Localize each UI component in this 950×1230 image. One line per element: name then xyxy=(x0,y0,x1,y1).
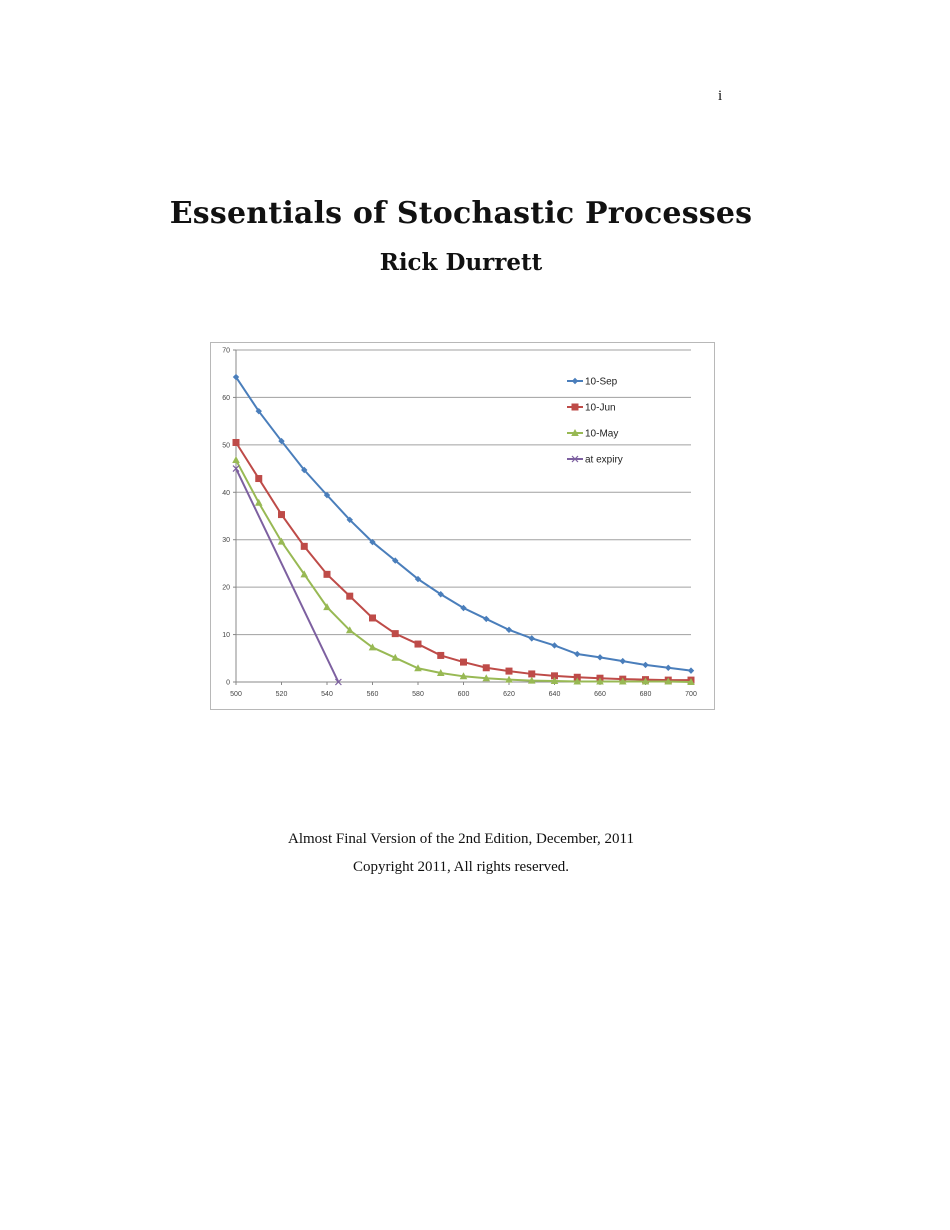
legend-item: 10-Sep xyxy=(567,377,618,388)
page-number: i xyxy=(718,88,723,104)
chart-legend: 10-Sep 10-Jun 10-May at expiry xyxy=(567,377,623,466)
legend-item: at expiry xyxy=(567,455,623,466)
y-tick-label: 50 xyxy=(222,442,230,449)
legend-label: at expiry xyxy=(585,455,623,466)
legend-label: 10-May xyxy=(585,429,618,440)
edition-note: Almost Final Version of the 2nd Edition,… xyxy=(287,831,635,847)
series-at-expiry xyxy=(232,465,342,686)
x-tick-label: 600 xyxy=(458,691,470,698)
author-name: Rick Durrett xyxy=(379,249,543,276)
legend-label: 10-Sep xyxy=(585,377,618,388)
x-tick-label: 540 xyxy=(321,691,333,698)
x-tick-label: 680 xyxy=(640,691,652,698)
y-tick-label: 40 xyxy=(222,490,230,497)
x-tick-label: 500 xyxy=(230,691,242,698)
x-tick-label: 580 xyxy=(412,691,424,698)
x-tick-label: 620 xyxy=(503,691,515,698)
x-tick-label: 700 xyxy=(685,691,697,698)
legend-item: 10-May xyxy=(567,429,618,440)
series-10-may xyxy=(232,456,695,685)
legend-item: 10-Jun xyxy=(567,403,616,414)
y-tick-label: 30 xyxy=(222,537,230,544)
book-title: Essentials of Stochastic Processes xyxy=(169,196,753,231)
series-10-jun xyxy=(232,438,695,684)
y-tick-label: 70 xyxy=(222,348,230,355)
copyright-notice: Copyright 2011, All rights reserved. xyxy=(352,859,570,875)
x-tick-label: 660 xyxy=(594,691,606,698)
x-tick-label: 520 xyxy=(276,691,288,698)
option-price-chart: 0 10 20 30 40 50 60 70 500 520 540 560 580 600 620 640 6… xyxy=(210,342,715,710)
legend-label: 10-Jun xyxy=(585,403,616,414)
line-chart: 0 10 20 30 40 50 60 70 500 520 540 560 580 600 620 640 6… xyxy=(222,348,697,699)
x-tick-label: 560 xyxy=(367,691,379,698)
series-10-sep xyxy=(232,373,695,674)
y-tick-label: 0 xyxy=(226,680,230,687)
y-tick-label: 20 xyxy=(222,585,230,592)
x-tick-label: 640 xyxy=(549,691,561,698)
y-tick-label: 10 xyxy=(222,632,230,639)
y-tick-label: 60 xyxy=(222,395,230,402)
